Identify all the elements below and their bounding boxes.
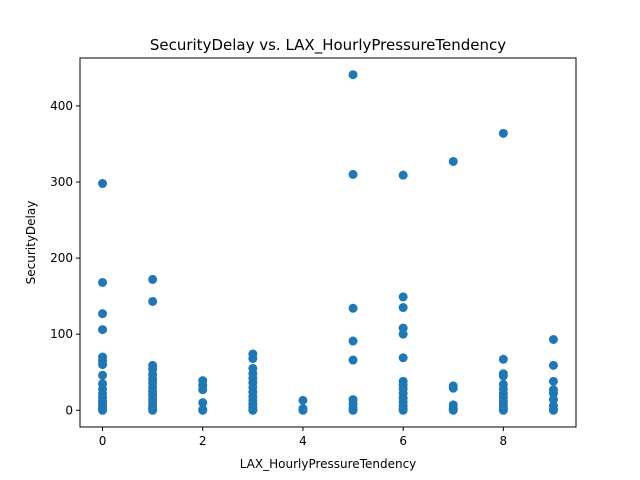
data-point xyxy=(98,360,108,370)
data-point xyxy=(448,156,458,166)
data-point xyxy=(348,355,358,365)
x-tick-label: 6 xyxy=(399,434,407,448)
data-point xyxy=(98,325,108,335)
data-point xyxy=(98,370,108,380)
y-tick-label: 300 xyxy=(50,175,73,189)
y-axis-label: SecurityDelay xyxy=(24,201,38,285)
data-point xyxy=(248,405,258,415)
data-point xyxy=(398,170,408,180)
x-tick-label: 2 xyxy=(199,434,207,448)
data-point xyxy=(348,303,358,313)
data-point xyxy=(198,398,208,408)
data-point xyxy=(398,405,408,415)
y-tick-label: 100 xyxy=(50,327,73,341)
data-point xyxy=(398,329,408,339)
data-point xyxy=(548,360,558,370)
y-tick-label: 200 xyxy=(50,251,73,265)
data-point xyxy=(548,376,558,386)
data-point xyxy=(198,385,208,395)
x-tick-label: 8 xyxy=(500,434,508,448)
data-point xyxy=(548,405,558,415)
data-point xyxy=(448,405,458,415)
data-point xyxy=(498,354,508,364)
data-point xyxy=(548,335,558,345)
data-point xyxy=(248,354,258,364)
data-point xyxy=(348,336,358,346)
data-point xyxy=(348,405,358,415)
data-point xyxy=(398,353,408,363)
x-tick-label: 4 xyxy=(299,434,307,448)
data-points xyxy=(98,70,558,415)
data-point xyxy=(98,405,108,415)
data-point xyxy=(348,70,358,80)
data-point xyxy=(148,274,158,284)
data-point xyxy=(398,292,408,302)
plot-frame xyxy=(79,57,577,428)
data-point xyxy=(498,405,508,415)
data-point xyxy=(98,179,108,189)
data-point xyxy=(98,309,108,319)
data-point xyxy=(498,128,508,138)
data-point xyxy=(98,277,108,287)
data-point xyxy=(498,371,508,381)
x-tick-label: 0 xyxy=(99,434,107,448)
chart-title: SecurityDelay vs. LAX_HourlyPressureTend… xyxy=(150,36,506,55)
data-point xyxy=(398,303,408,313)
data-point xyxy=(198,405,208,415)
y-axis: 0 100 200 300 400 xyxy=(50,99,80,417)
data-point xyxy=(148,296,158,306)
y-tick-label: 400 xyxy=(50,99,73,113)
data-point xyxy=(298,405,308,415)
data-point xyxy=(148,405,158,415)
data-point xyxy=(448,383,458,393)
data-point xyxy=(348,169,358,179)
x-axis-label: LAX_HourlyPressureTendency xyxy=(240,457,417,471)
y-tick-label: 0 xyxy=(65,403,73,417)
x-axis: 0 2 4 6 8 xyxy=(99,427,507,448)
data-point xyxy=(298,395,308,405)
